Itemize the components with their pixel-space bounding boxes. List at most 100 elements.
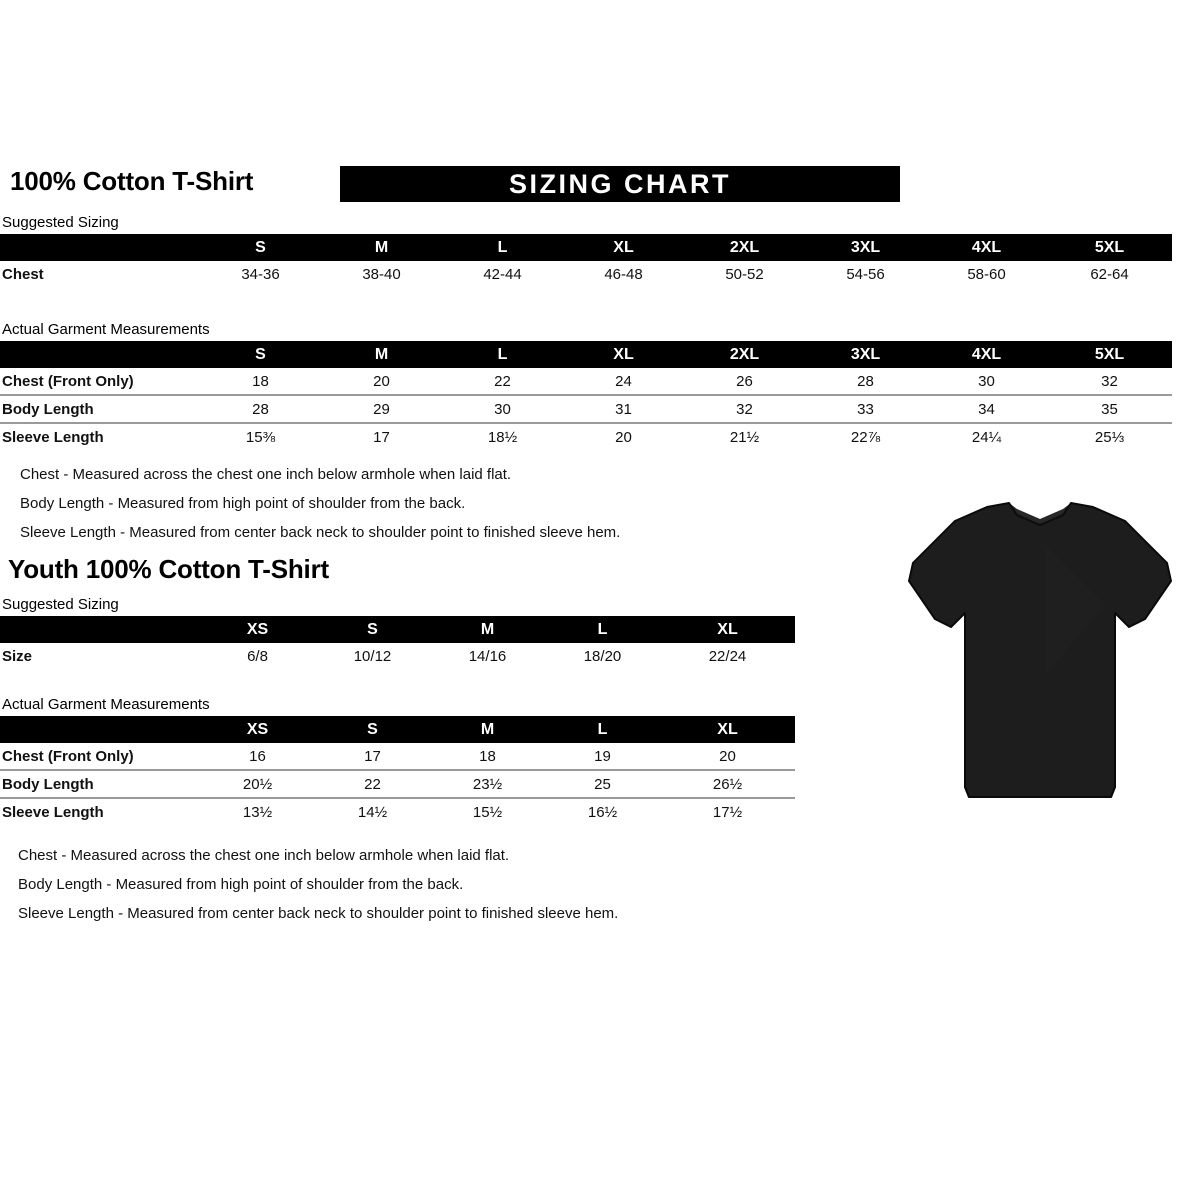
youth-suggested-header-l: L: [597, 620, 608, 638]
adult-suggested-header-l: L: [497, 238, 508, 256]
adult-suggested-row-label: Chest: [2, 265, 44, 283]
table-header-row: XS S M L XL: [0, 716, 795, 743]
adult-suggested-sizing-table: S M L XL 2XL 3XL 4XL 5XL Chest 34-36 38-40 42-44 46…: [0, 234, 1172, 287]
table-header-row: S M L XL 2XL 3XL 4XL 5XL: [0, 341, 1172, 368]
adult-suggested-header-4xl: 4XL: [971, 238, 1002, 256]
adult-actual-cell: 17: [321, 422, 442, 450]
youth-suggested-cell: 22/24: [708, 647, 747, 665]
adult-suggested-header-2xl: 2XL: [729, 238, 760, 256]
youth-actual-row-label: Body Length: [0, 769, 200, 798]
adult-suggested-header-rowlabel: [0, 234, 200, 261]
adult-section-title: 100% Cotton T-Shirt: [10, 166, 254, 196]
youth-actual-header-xl: XL: [717, 720, 738, 738]
adult-actual-cell: 32: [684, 394, 805, 423]
youth-actual-header-rowlabel: [0, 716, 200, 743]
youth-section-title: Youth 100% Cotton T-Shirt: [8, 554, 329, 584]
adult-suggested-sizing-label: Suggested Sizing: [2, 214, 119, 231]
adult-suggested-header-5xl: 5XL: [1094, 238, 1125, 256]
table-body: Chest (Front Only) 18 20 22 24 26 28 30 32 Body L…: [0, 368, 1172, 450]
youth-actual-cell: 16: [249, 747, 266, 765]
adult-suggested-cell: 38-40: [362, 265, 401, 283]
adult-suggested-cell: 50-52: [725, 265, 764, 283]
adult-actual-measurements-label: Actual Garment Measurements: [2, 321, 210, 338]
adult-actual-header-xl: XL: [613, 345, 634, 363]
youth-actual-header-m: M: [480, 720, 495, 738]
youth-suggested-sizing-label: Suggested Sizing: [2, 596, 119, 613]
sizing-chart-banner-label: SIZING CHART: [509, 168, 731, 199]
adult-suggested-cell: 46-48: [604, 265, 643, 283]
youth-actual-header-s: S: [367, 720, 378, 738]
table-row: Sleeve Length 13½ 14½ 15½ 16½ 17½: [0, 797, 795, 825]
adult-actual-cell: 30: [442, 394, 563, 423]
adult-actual-cell: 24¼: [926, 422, 1047, 450]
adult-actual-cell: 34: [926, 394, 1047, 423]
youth-actual-cell: 18: [479, 747, 496, 765]
youth-actual-cell: 19: [594, 747, 611, 765]
adult-actual-cell: 22: [494, 372, 511, 390]
adult-actual-cell: 28: [200, 394, 321, 423]
youth-actual-cell: 20½: [200, 769, 315, 798]
adult-actual-cell: 29: [321, 394, 442, 423]
adult-actual-header-s: S: [255, 345, 266, 363]
table-body: Size 6/8 10/12 14/16 18/20 22/24: [0, 643, 795, 669]
youth-actual-row-label: Chest (Front Only): [2, 747, 134, 765]
youth-suggested-cell: 6/8: [247, 647, 268, 665]
adult-suggested-cell: 42-44: [483, 265, 522, 283]
youth-suggested-row-label: Size: [2, 647, 33, 665]
adult-actual-header-4xl: 4XL: [971, 345, 1002, 363]
youth-suggested-cell: 10/12: [353, 647, 392, 665]
adult-measurement-note: Chest - Measured across the chest one in…: [20, 466, 512, 483]
adult-measurement-note: Sleeve Length - Measured from center bac…: [20, 524, 621, 541]
youth-suggested-header-m: M: [480, 620, 495, 638]
adult-actual-row-label: Sleeve Length: [0, 422, 200, 450]
youth-suggested-cell: 14/16: [468, 647, 507, 665]
table-header-row: XS S M L XL: [0, 616, 795, 643]
youth-actual-cell: 22: [315, 769, 430, 798]
youth-actual-cell: 17: [364, 747, 381, 765]
table-row: Body Length 20½ 22 23½ 25 26½: [0, 769, 795, 798]
adult-actual-cell: 25⅓: [1047, 422, 1172, 450]
youth-actual-header-l: L: [597, 720, 608, 738]
youth-actual-measurements-label: Actual Garment Measurements: [2, 696, 210, 713]
adult-actual-cell: 15⅜: [200, 422, 321, 450]
youth-actual-cell: 25: [545, 769, 660, 798]
youth-suggested-header-xl: XL: [717, 620, 738, 638]
table-row: Chest (Front Only) 18 20 22 24 26 28 30 32: [0, 368, 1172, 395]
table-row: Body Length 28 29 30 31 32 33 34 35: [0, 394, 1172, 423]
youth-suggested-header-rowlabel: [0, 616, 200, 643]
youth-actual-cell: 20: [719, 747, 736, 765]
youth-measurement-note: Chest - Measured across the chest one in…: [18, 847, 510, 864]
table-body: Chest 34-36 38-40 42-44 46-48 50-52 54-56 58-60…: [0, 261, 1172, 287]
adult-actual-cell: 22⅞: [805, 422, 926, 450]
adult-actual-cell: 30: [978, 372, 995, 390]
adult-actual-header-3xl: 3XL: [850, 345, 881, 363]
adult-actual-cell: 26: [736, 372, 753, 390]
youth-actual-header-xs: XS: [246, 720, 269, 738]
adult-actual-cell: 28: [857, 372, 874, 390]
adult-actual-header-2xl: 2XL: [729, 345, 760, 363]
adult-actual-header-l: L: [497, 345, 508, 363]
table-row: Chest (Front Only) 16 17 18 19 20: [0, 743, 795, 770]
table-row: Sleeve Length 15⅜ 17 18½ 20 21½ 22⅞ 24¼ 25⅓: [0, 422, 1172, 450]
youth-suggested-cell: 18/20: [583, 647, 622, 665]
table-row: Size 6/8 10/12 14/16 18/20 22/24: [0, 643, 795, 669]
adult-actual-cell: 24: [615, 372, 632, 390]
table-body: Chest (Front Only) 16 17 18 19 20 Body Length 2…: [0, 743, 795, 825]
adult-suggested-header-3xl: 3XL: [850, 238, 881, 256]
adult-suggested-header-s: S: [255, 238, 266, 256]
adult-actual-cell: 31: [563, 394, 684, 423]
youth-actual-row-label: Sleeve Length: [0, 797, 200, 825]
adult-actual-row-label: Chest (Front Only): [2, 372, 134, 390]
youth-actual-cell: 26½: [660, 769, 795, 798]
adult-actual-row-label: Body Length: [0, 394, 200, 423]
adult-suggested-header-m: M: [374, 238, 389, 256]
adult-suggested-cell: 34-36: [241, 265, 280, 283]
adult-actual-header-m: M: [374, 345, 389, 363]
sizing-chart-banner: SIZING CHART: [340, 166, 900, 202]
tshirt-icon: [908, 502, 1172, 798]
youth-measurement-note: Body Length - Measured from high point o…: [18, 876, 464, 893]
youth-suggested-sizing-table: XS S M L XL Size 6/8 10/12 14/16 18/20 22/24: [0, 616, 795, 669]
adult-actual-cell: 18½: [442, 422, 563, 450]
youth-actual-cell: 13½: [200, 797, 315, 825]
